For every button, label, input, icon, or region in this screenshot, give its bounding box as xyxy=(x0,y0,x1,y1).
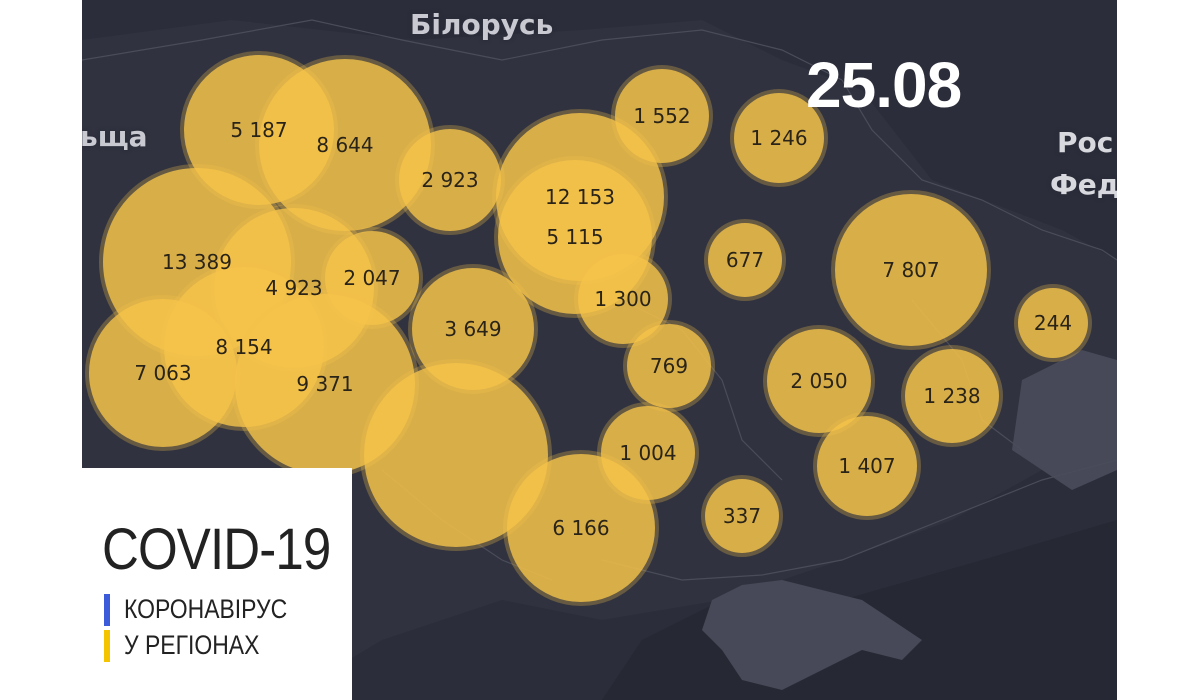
case-bubble xyxy=(89,299,237,447)
flag-yellow-bar xyxy=(104,630,110,662)
bubble-case-count: 769 xyxy=(650,354,688,378)
bubble-case-count: 1 407 xyxy=(838,454,895,478)
covid-info-panel: COVID-19 КОРОНАВІРУС У РЕГІОНАХ xyxy=(82,468,352,700)
bubble-case-count: 7 063 xyxy=(134,361,191,385)
crimea xyxy=(702,580,922,690)
case-bubble xyxy=(705,479,779,553)
country-label-poland: ьща xyxy=(82,120,148,153)
bubble-case-count: 1 300 xyxy=(594,287,651,311)
country-label-russia-2: Фед xyxy=(1050,168,1117,201)
bubble-case-count: 8 154 xyxy=(215,335,272,359)
case-bubble xyxy=(412,268,534,390)
bubble-case-count: 7 807 xyxy=(882,258,939,282)
bubble-case-count: 2 047 xyxy=(343,266,400,290)
bubble-case-count: 1 246 xyxy=(750,126,807,150)
flag-blue-bar xyxy=(104,594,110,626)
bubble-case-count: 3 649 xyxy=(444,317,501,341)
case-bubble xyxy=(578,254,668,344)
bubble-case-count: 5 115 xyxy=(546,225,603,249)
case-bubble xyxy=(835,194,987,346)
border-north xyxy=(82,19,843,81)
bubble-case-count: 8 644 xyxy=(316,133,373,157)
panel-title: COVID-19 xyxy=(102,517,331,582)
bubble-case-count: 244 xyxy=(1034,311,1072,335)
case-bubble xyxy=(364,363,548,547)
case-bubble xyxy=(399,129,501,231)
bubble-case-count: 5 187 xyxy=(230,118,287,142)
case-bubble xyxy=(708,223,782,297)
country-label-belarus: Білорусь xyxy=(410,8,554,41)
bubble-case-count: 9 371 xyxy=(296,372,353,396)
case-bubble xyxy=(615,69,709,163)
bubble-case-count: 2 050 xyxy=(790,369,847,393)
country-label-russia-1: Рос xyxy=(1057,126,1114,159)
bubble-case-count: 677 xyxy=(726,248,764,272)
border-east xyxy=(841,79,1117,261)
bubble-case-count: 1 004 xyxy=(619,441,676,465)
case-bubble xyxy=(817,416,917,516)
case-bubble xyxy=(767,329,871,433)
covid-region-map: 5 187 8 644 2 923 12 153 5 115 1 552 1 246 13 3… xyxy=(82,0,1117,700)
bubble-case-count: 1 552 xyxy=(633,104,690,128)
case-bubble xyxy=(627,324,711,408)
bubble-case-count: 12 153 xyxy=(545,185,615,209)
case-bubble xyxy=(259,59,431,231)
panel-subtitle-line2: У РЕГІОНАХ xyxy=(124,630,260,660)
case-bubble xyxy=(734,93,824,183)
bubble-case-count: 1 238 xyxy=(923,384,980,408)
case-bubbles: 5 187 8 644 2 923 12 153 5 115 1 552 1 246 13 3… xyxy=(85,51,1092,606)
case-bubble xyxy=(1018,288,1088,358)
panel-subtitle-line1: КОРОНАВІРУС xyxy=(124,594,288,624)
bubble-case-count: 6 166 xyxy=(552,516,609,540)
bubble-case-count: 337 xyxy=(723,504,761,528)
occupied-east xyxy=(1012,350,1117,490)
report-date: 25.08 xyxy=(806,49,962,121)
case-bubble xyxy=(905,349,999,443)
border-south xyxy=(601,459,1117,581)
bubble-case-count: 2 923 xyxy=(421,168,478,192)
bubble-case-count: 13 389 xyxy=(162,250,232,274)
case-bubble xyxy=(507,454,655,602)
bubble-case-count: 4 923 xyxy=(265,276,322,300)
